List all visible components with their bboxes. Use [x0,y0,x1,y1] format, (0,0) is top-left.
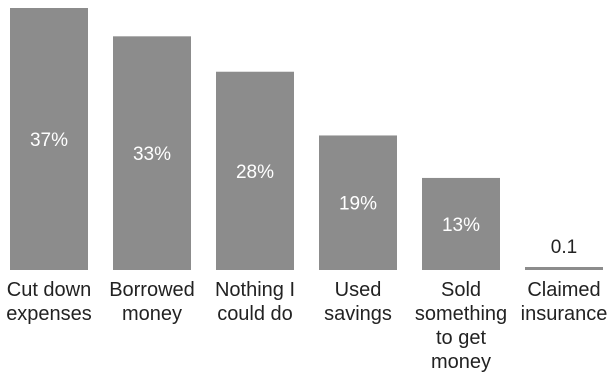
data-label-4: 13% [442,215,480,236]
data-label-2: 28% [236,162,274,183]
category-label-0-line-0: Cut down [7,279,92,301]
category-label-2-line-0: Nothing I [215,279,295,301]
category-label-0: Cut down expenses [6,279,92,325]
data-label-1: 33% [133,144,171,165]
category-label-5-line-0: Claimed [527,279,600,301]
bar-4 [422,177,500,270]
bar-1 [113,36,191,270]
category-label-0-line-1: expenses [6,303,92,325]
category-label-3: Used savings [324,279,392,325]
category-label-4-line-0: Sold [441,279,481,301]
category-label-2-line-1: could do [217,303,293,325]
category-label-3-line-0: Used [335,279,382,301]
data-label-5: 0.1 [551,237,577,258]
category-label-1: Borrowed money [109,279,195,325]
category-label-4: Sold something to get money [415,279,507,373]
category-label-5-line-1: insurance [521,303,608,325]
category-label-3-line-1: savings [324,303,392,325]
category-label-4-line-1: something [415,303,507,325]
data-labels-group: 37% 33% 28% 19% 13% 0.1 [30,130,577,258]
data-label-3: 19% [339,194,377,215]
category-label-5: Claimed insurance [521,279,608,325]
bar-0 [10,8,88,270]
category-label-1-line-1: money [122,303,182,325]
bar-5 [525,267,603,270]
data-label-0: 37% [30,130,68,151]
category-label-4-line-3: money [431,351,491,373]
category-label-1-line-0: Borrowed [109,279,195,301]
bar-2 [216,71,294,270]
bars-group [10,8,603,270]
category-label-4-line-2: to get [436,327,486,349]
bar-3 [319,135,397,270]
